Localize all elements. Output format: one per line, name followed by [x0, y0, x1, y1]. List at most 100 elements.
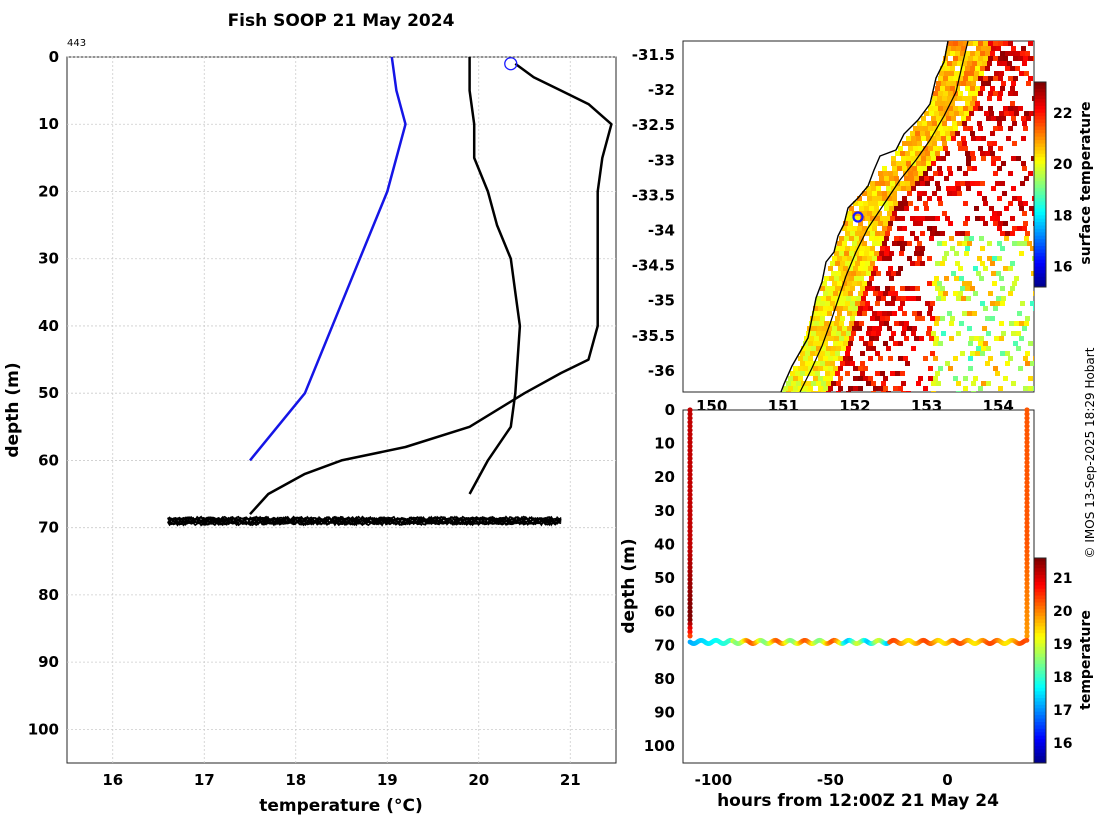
- sst-pixel: [867, 281, 872, 286]
- sst-pixel: [870, 246, 875, 251]
- colorbar-segment: [1034, 232, 1046, 237]
- sst-pixel: [875, 316, 880, 321]
- sst-pixel: [826, 296, 831, 301]
- sst-pixel: [838, 266, 843, 271]
- sst-pixel: [922, 121, 927, 126]
- colorbar-tick-label: 19: [1053, 637, 1072, 653]
- sst-pixel: [830, 351, 835, 356]
- sst-pixel: [879, 251, 884, 256]
- descent-point: [687, 572, 693, 579]
- sst-pixel: [1030, 246, 1034, 251]
- sst-pixel: [977, 61, 982, 66]
- sst-pixel: [891, 271, 896, 276]
- sst-pixel: [822, 281, 827, 286]
- sst-pixel: [991, 116, 996, 121]
- sst-pixel: [983, 266, 988, 271]
- sst-pixel: [997, 121, 1002, 126]
- ascent-point: [1024, 423, 1030, 429]
- sst-pixel: [964, 251, 969, 256]
- sst-pixel: [980, 351, 985, 356]
- sst-pixel: [863, 366, 868, 371]
- descent-point: [687, 500, 693, 506]
- colorbar-segment: [1034, 263, 1046, 267]
- sst-pixel: [845, 301, 850, 306]
- sst-pixel: [1016, 346, 1021, 351]
- sst-pixel: [910, 261, 915, 266]
- sst-pixel: [819, 336, 824, 341]
- sst-pixel: [1011, 156, 1016, 161]
- sst-pixel: [850, 261, 855, 266]
- sst-pixel: [956, 186, 961, 191]
- sst-pixel: [955, 51, 960, 56]
- sst-pixel: [916, 136, 921, 141]
- colorbar-segment: [1034, 280, 1046, 285]
- sst-pixel: [889, 176, 894, 181]
- sst-pixel: [911, 156, 916, 161]
- descent-point: [687, 544, 693, 550]
- sst-pixel: [966, 116, 971, 121]
- sst-pixel: [1033, 56, 1034, 61]
- sst-pixel: [845, 361, 850, 366]
- colorbar-segment: [1034, 129, 1046, 134]
- sst-pixel: [880, 216, 885, 221]
- sst-pixel: [840, 361, 845, 366]
- sst-pixel: [828, 306, 833, 311]
- dt-y-tick-label: 0: [665, 401, 675, 419]
- sst-pixel: [963, 41, 968, 46]
- sst-pixel: [1028, 76, 1033, 81]
- sst-pixel: [991, 271, 996, 276]
- colorbar-segment: [1034, 211, 1046, 216]
- sst-pixel: [821, 391, 826, 392]
- sst-pixel: [965, 181, 970, 186]
- sst-pixel: [993, 126, 998, 131]
- sst-pixel: [857, 281, 862, 286]
- colorbar-segment: [1034, 626, 1046, 631]
- sst-pixel: [791, 391, 796, 392]
- sst-pixel: [823, 356, 828, 361]
- sst-pixel: [968, 341, 973, 346]
- sst-pixel: [935, 86, 940, 91]
- sst-pixel: [793, 386, 798, 391]
- sst-pixel: [956, 296, 961, 301]
- sst-pixel: [1023, 126, 1028, 131]
- colorbar-segment: [1034, 198, 1046, 203]
- colorbar-segment: [1034, 759, 1046, 764]
- sst-pixel: [887, 326, 892, 331]
- sst-pixel: [917, 256, 922, 261]
- sst-pixel: [933, 356, 938, 361]
- sst-pixel: [872, 226, 877, 231]
- sst-pixel: [859, 206, 864, 211]
- colorbar-segment: [1034, 619, 1046, 624]
- sst-pixel: [910, 181, 915, 186]
- sst-pixel: [815, 371, 820, 376]
- sst-pixel: [783, 386, 788, 391]
- sst-pixel: [877, 326, 882, 331]
- sst-pixel: [892, 196, 897, 201]
- ascent-point: [1024, 524, 1030, 530]
- colorbar-segment: [1034, 146, 1046, 151]
- ascent-point: [1024, 520, 1030, 526]
- x-tick-label: 18: [285, 771, 306, 789]
- colorbar-segment: [1034, 201, 1046, 206]
- ascent-point: [1024, 597, 1030, 603]
- sst-pixel: [951, 46, 956, 51]
- sst-pixel: [850, 231, 855, 236]
- sst-pixel: [968, 356, 973, 361]
- sst-pixel: [808, 341, 813, 346]
- sst-pixel: [937, 281, 942, 286]
- sst-pixel: [960, 51, 965, 56]
- sst-pixel: [940, 101, 945, 106]
- descent-point: [687, 504, 693, 510]
- sst-pixel: [961, 296, 966, 301]
- sst-pixel: [951, 136, 956, 141]
- sst-pixel: [905, 361, 910, 366]
- sst-pixel: [848, 291, 853, 296]
- colorbar-segment: [1034, 605, 1046, 610]
- sst-pixel: [879, 236, 884, 241]
- sst-pixel: [953, 291, 958, 296]
- profile-gridlines: [67, 56, 616, 763]
- sst-pixel: [906, 156, 911, 161]
- sst-pixel: [857, 256, 862, 261]
- sst-pixel: [836, 391, 841, 392]
